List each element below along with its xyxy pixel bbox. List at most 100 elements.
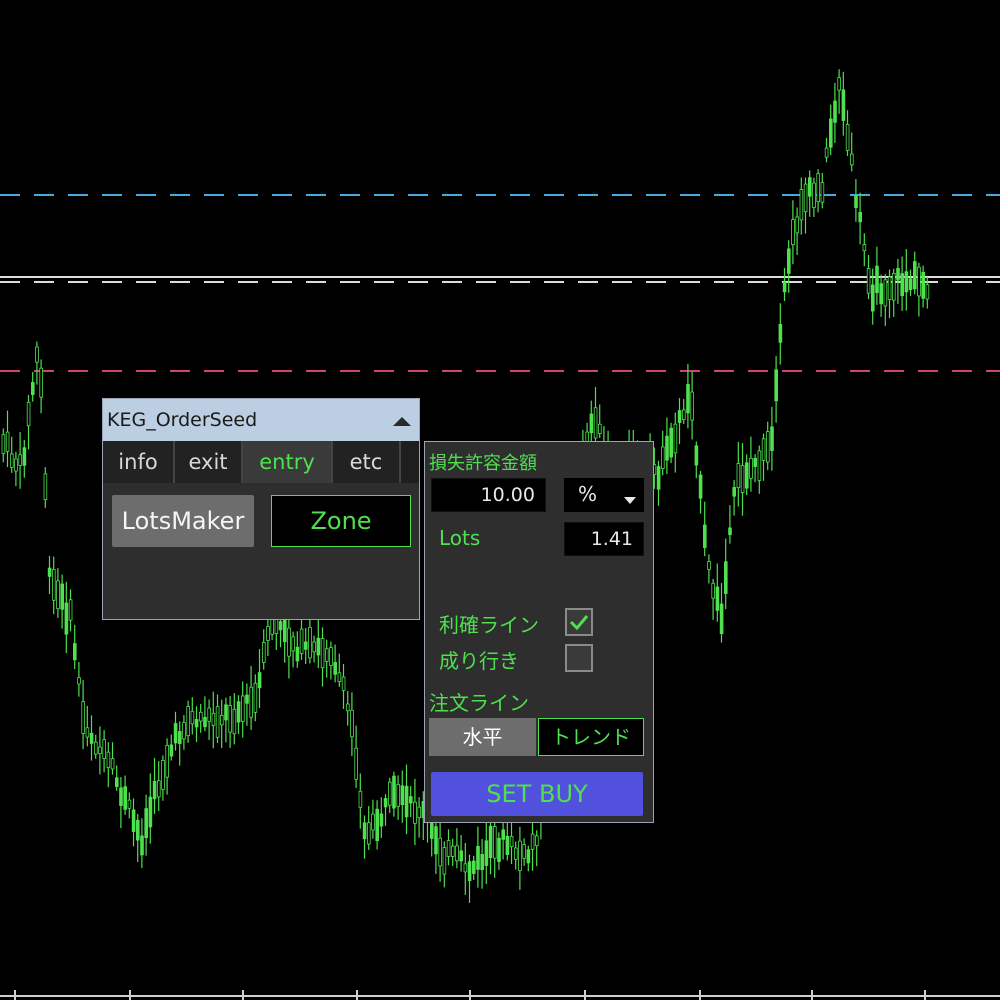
candlestick	[291, 631, 295, 668]
candlestick	[89, 715, 94, 761]
candlestick	[135, 813, 140, 863]
candlestick	[337, 653, 342, 687]
candlestick	[467, 854, 472, 903]
set-buy-button[interactable]: SET BUY	[431, 772, 643, 816]
take-profit-checkbox[interactable]	[565, 608, 593, 636]
risk-amount-input[interactable]: 10.00	[431, 478, 546, 512]
candlestick	[476, 826, 480, 888]
candlestick	[35, 341, 39, 385]
candlestick	[404, 764, 409, 835]
triangle-up-icon[interactable]	[389, 407, 415, 433]
candlestick	[211, 691, 216, 749]
candlestick	[383, 794, 388, 826]
candlestick	[829, 104, 833, 156]
candlestick	[387, 777, 392, 813]
candlestick	[438, 820, 442, 882]
candlestick	[144, 794, 149, 856]
candlestick	[883, 274, 888, 327]
tab-exit[interactable]: exit	[175, 441, 243, 483]
candlestick	[761, 433, 766, 481]
candlestick	[81, 680, 86, 750]
candlestick	[711, 578, 715, 620]
candlestick	[1, 428, 6, 463]
candlestick	[350, 692, 354, 757]
lots-label: Lots	[439, 526, 481, 550]
lots-value: 1.41	[564, 522, 644, 556]
candlestick	[833, 82, 837, 143]
candlestick	[123, 775, 128, 815]
risk-unit-select[interactable]: %	[564, 478, 644, 512]
candlestick	[190, 697, 195, 735]
candlestick	[236, 695, 241, 734]
candlestick	[169, 734, 174, 761]
tab-info[interactable]: info	[103, 441, 175, 483]
candlestick	[900, 256, 904, 312]
candlestick	[690, 371, 694, 440]
candlestick	[803, 177, 808, 234]
candlestick	[875, 246, 879, 305]
candlestick	[115, 765, 119, 791]
candlestick	[207, 699, 212, 740]
candlestick	[358, 773, 363, 829]
candlestick	[442, 841, 447, 888]
candlestick	[497, 832, 501, 870]
candlestick	[396, 775, 400, 820]
candlestick	[661, 430, 665, 476]
candlestick	[526, 845, 531, 872]
candlestick	[808, 170, 812, 217]
candlestick	[110, 742, 115, 775]
checkmark-icon	[569, 615, 589, 631]
candlestick	[770, 406, 774, 471]
candlestick	[745, 454, 749, 496]
tab-etc[interactable]: etc	[333, 441, 401, 483]
candlestick	[98, 726, 102, 775]
candlestick	[518, 826, 522, 890]
candlestick	[715, 563, 720, 622]
candlestick	[22, 439, 27, 478]
candlestick	[194, 706, 199, 743]
candlestick	[887, 269, 892, 318]
candlestick	[261, 629, 266, 670]
zone-button[interactable]: Zone	[271, 495, 411, 547]
candlestick	[908, 269, 913, 296]
candlestick	[131, 798, 136, 847]
candlestick	[316, 617, 321, 669]
order-line-label: 注文ライン	[429, 691, 529, 715]
candlestick	[408, 786, 413, 818]
candlestick	[156, 761, 161, 811]
take-profit-label: 利確ライン	[439, 613, 539, 637]
candlestick	[535, 830, 539, 867]
candlestick	[732, 480, 736, 516]
candlestick	[417, 797, 421, 838]
panel-title: KEG_OrderSeed	[107, 409, 258, 431]
candlestick	[295, 631, 300, 668]
candlestick	[329, 641, 333, 680]
entry-subpanel: 損失許容金額 10.00 % Lots 1.41 利確ライン 成り行き 注文ライ…	[424, 441, 654, 823]
candlestick	[94, 734, 98, 759]
candlestick	[455, 828, 459, 869]
candlestick	[73, 624, 77, 670]
candlestick	[892, 268, 896, 317]
candlestick	[841, 71, 846, 136]
candlestick	[60, 574, 64, 629]
panel-titlebar[interactable]: KEG_OrderSeed	[103, 399, 419, 441]
candlestick	[182, 715, 186, 750]
candlestick	[778, 303, 783, 365]
candlestick	[505, 818, 510, 861]
candlestick	[392, 771, 396, 817]
candlestick	[102, 730, 107, 773]
market-order-checkbox[interactable]	[565, 644, 593, 672]
lots-maker-button[interactable]: LotsMaker	[112, 495, 254, 547]
candlestick	[245, 683, 249, 726]
candlestick	[43, 467, 48, 509]
candlestick	[362, 815, 367, 859]
candlestick	[165, 738, 170, 795]
candlestick	[354, 725, 358, 788]
candlestick	[287, 612, 291, 679]
horizontal-line-button[interactable]: 水平	[429, 718, 536, 756]
candlestick	[669, 422, 673, 464]
trend-line-button[interactable]: トレンド	[538, 718, 644, 756]
tab-entry[interactable]: entry	[243, 441, 333, 483]
candlestick	[862, 233, 867, 267]
candlestick	[749, 436, 753, 492]
